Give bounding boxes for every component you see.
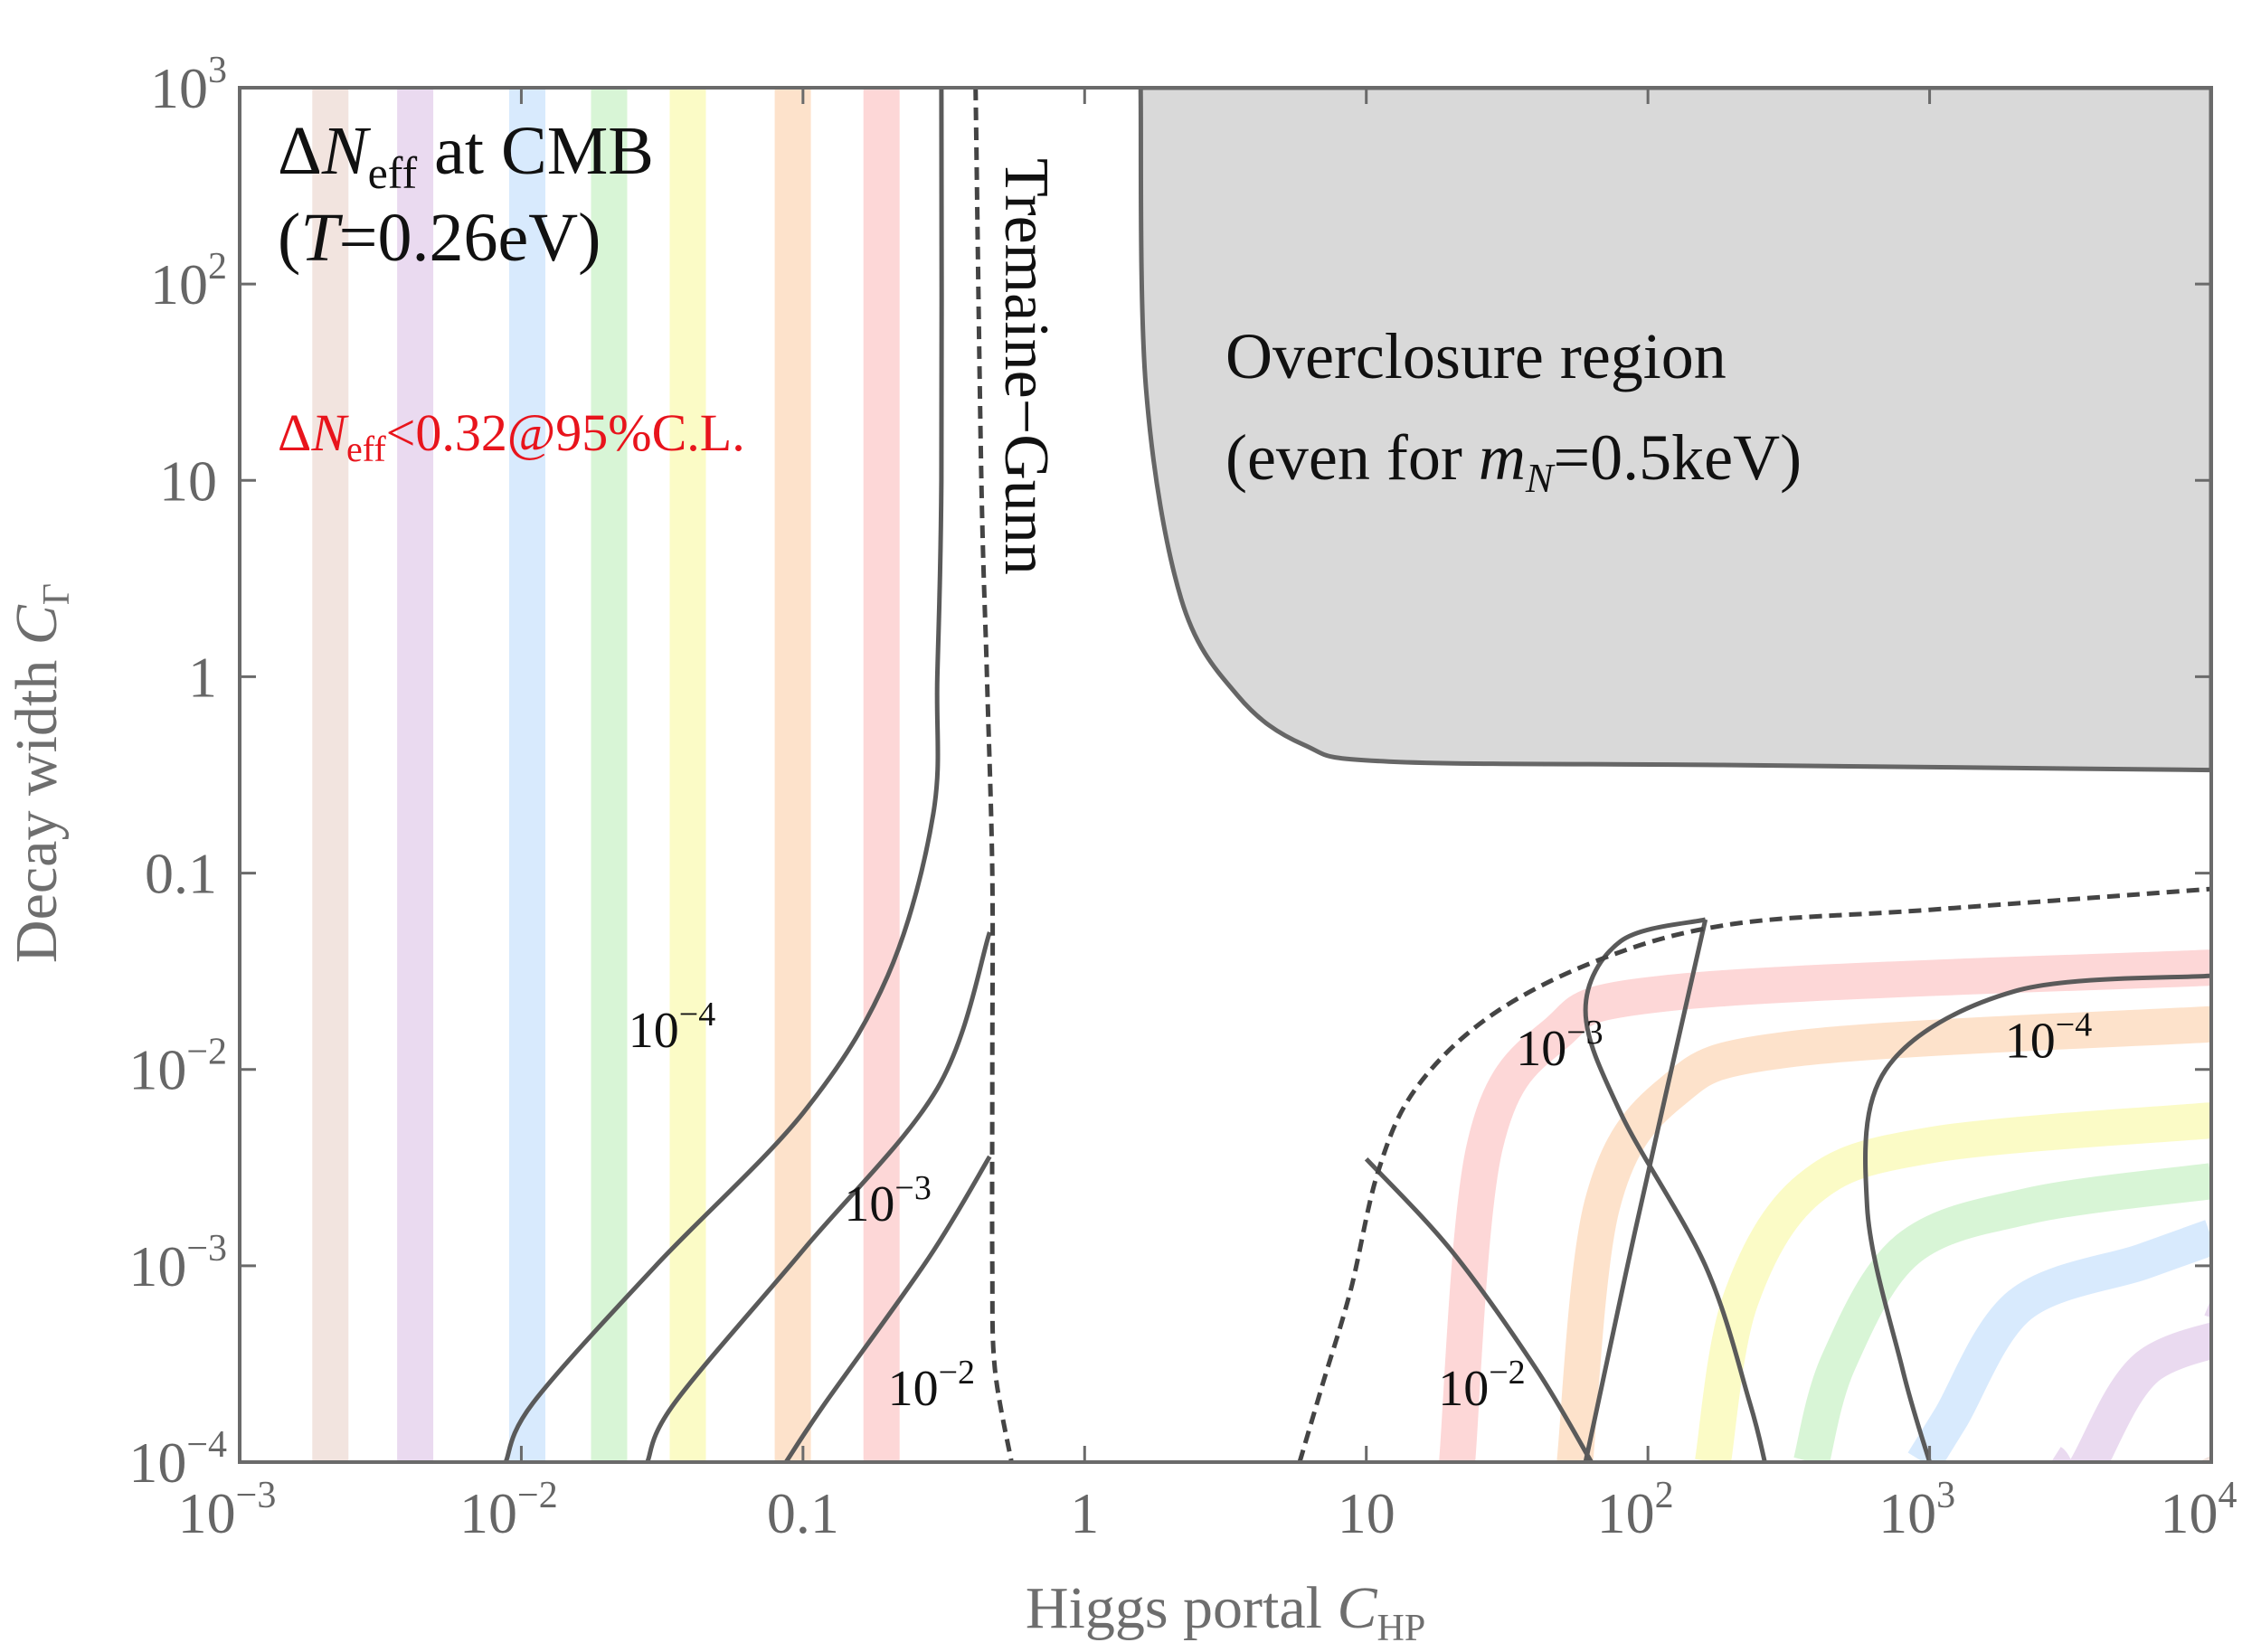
tick-label: 1 xyxy=(1070,1481,1099,1545)
neff-constraint-label: ΔNeff<0.32@95%C.L. xyxy=(278,403,745,469)
contour-level-label: 10−4 xyxy=(629,996,715,1059)
tick-label: 10 xyxy=(159,448,217,513)
tick-label: 10−2 xyxy=(459,1475,558,1545)
contour-level-labels: 10−4 10−3 10−2 10−3 10−4 10−2 xyxy=(629,996,2092,1417)
left-band xyxy=(509,88,545,1462)
tick-label: 103 xyxy=(150,50,227,120)
left-band xyxy=(591,88,628,1462)
right-band xyxy=(1793,1163,2211,1462)
tick-label: 0.1 xyxy=(145,842,217,906)
contour-level-label: 10−2 xyxy=(888,1354,975,1417)
contour-line xyxy=(1863,973,2211,1462)
tick-label: 10−2 xyxy=(128,1032,227,1102)
left-band xyxy=(774,88,811,1462)
right-band xyxy=(2050,1298,2211,1462)
overclosure-label-line-1: Overclosure region xyxy=(1225,320,1726,392)
contour-lines xyxy=(503,88,2211,1462)
contour-line xyxy=(1583,919,1708,1462)
right-band xyxy=(1695,1102,2211,1462)
contour-level-label: 10−3 xyxy=(844,1169,931,1232)
left-band xyxy=(312,88,349,1462)
tick-label: 10 xyxy=(1338,1481,1395,1545)
contour-line xyxy=(1364,1156,1594,1462)
contour-level-label: 10−4 xyxy=(2005,1006,2092,1070)
left-band xyxy=(669,88,706,1462)
contour-line xyxy=(503,88,944,1462)
tick-label: 102 xyxy=(1597,1475,1674,1545)
right-band xyxy=(1556,1005,2211,1462)
tick-label: 103 xyxy=(1878,1475,1955,1545)
contour-line xyxy=(783,1155,992,1462)
x-axis-label: Higgs portal CHP xyxy=(1026,1575,1425,1649)
left-band xyxy=(397,88,434,1462)
left-band xyxy=(863,88,900,1462)
tick-label: 10−3 xyxy=(178,1475,277,1545)
right-band xyxy=(1907,1220,2211,1462)
contour-line xyxy=(645,931,992,1462)
tick-label: 0.1 xyxy=(767,1481,839,1545)
overclosure-region xyxy=(1138,88,2211,773)
tick-label: 10−3 xyxy=(128,1228,227,1298)
tick-label: 102 xyxy=(150,246,227,316)
contour-level-label: 10−2 xyxy=(1438,1354,1525,1417)
y-axis-label: Decay width CΓ xyxy=(4,583,78,963)
tremaine-gunn-line-left xyxy=(973,88,1014,1462)
right-band xyxy=(1439,949,2211,1462)
plot-frame xyxy=(238,86,2213,1464)
contour-line xyxy=(1583,917,1767,1462)
tick-label: 1 xyxy=(188,645,217,709)
title-line-2: (T=0.26eV) xyxy=(278,200,601,276)
overclosure-label-line-2: (even for mN=0.5keV) xyxy=(1225,421,1802,501)
title-line-1: ΔNeff at CMB xyxy=(278,113,654,198)
x-axis-ticks: 10−3 10−2 0.1 1 10 102 103 104 xyxy=(178,88,2237,1545)
contour-level-label: 10−3 xyxy=(1516,1014,1603,1077)
tick-label: 104 xyxy=(2161,1475,2237,1545)
tremaine-gunn-line-right xyxy=(1297,886,2211,1462)
y-axis-ticks: 10−4 10−3 10−2 0.1 1 10 102 103 xyxy=(128,50,2211,1495)
tick-label: 10−4 xyxy=(128,1424,227,1495)
tremaine-gunn-label: Tremaine−Gunn xyxy=(991,158,1061,575)
